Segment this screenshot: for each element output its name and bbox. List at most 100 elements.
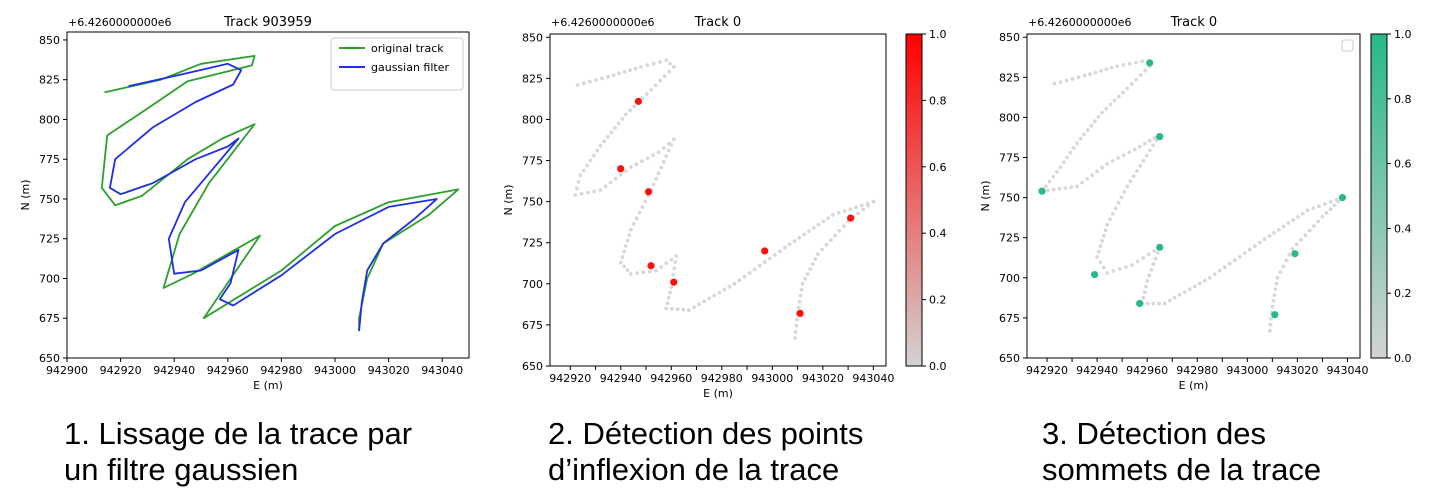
track-point — [656, 150, 661, 155]
track-point — [1085, 177, 1089, 181]
track-point — [1135, 169, 1139, 173]
track-point — [1112, 98, 1117, 103]
track-point — [672, 266, 677, 271]
track-point — [618, 260, 623, 265]
track-point — [631, 222, 636, 226]
track-point — [1212, 272, 1217, 277]
track-point — [1051, 187, 1056, 192]
track-point — [1064, 78, 1069, 83]
track-point — [625, 238, 630, 243]
track-point — [861, 207, 866, 212]
track-point — [573, 193, 578, 198]
y-tick-label: 825 — [522, 72, 543, 85]
track-point — [831, 212, 835, 217]
track-point — [1142, 290, 1147, 295]
colorbar-tick-label: 1.0 — [1394, 28, 1412, 41]
track-point — [859, 203, 864, 208]
track-point — [717, 290, 722, 295]
x-tick-label: 942940 — [153, 364, 195, 377]
track-point — [1296, 215, 1300, 219]
track-point — [664, 306, 669, 311]
track-point — [1312, 224, 1316, 228]
colorbar — [1370, 33, 1388, 359]
track-point — [1090, 173, 1094, 178]
detected-point — [1271, 311, 1279, 319]
track-point — [1145, 301, 1150, 306]
track-point — [578, 173, 583, 178]
detected-point — [617, 165, 625, 173]
track-point — [620, 255, 625, 259]
track-point — [1119, 195, 1124, 200]
track-point — [592, 189, 597, 194]
track-point — [1207, 275, 1212, 280]
track-point — [866, 203, 871, 208]
y-tick-label: 800 — [39, 113, 60, 126]
detected-point — [647, 262, 655, 270]
track-point — [1121, 90, 1125, 95]
track-point — [668, 290, 672, 295]
track-point — [1138, 163, 1143, 168]
track-point — [1147, 138, 1152, 143]
y-tick-label: 800 — [999, 111, 1020, 124]
x-tick-label: 942940 — [1076, 364, 1118, 377]
track-point — [1105, 271, 1109, 275]
track-point — [671, 272, 676, 277]
track-point — [794, 323, 799, 328]
track-point — [783, 245, 787, 250]
track-point — [826, 216, 830, 221]
track-point — [1128, 179, 1133, 184]
track-point — [1071, 146, 1076, 150]
track-point — [1115, 64, 1119, 68]
track-point — [651, 61, 656, 66]
track-point — [651, 182, 656, 187]
track-point — [828, 238, 833, 243]
x-tick-label: 942960 — [207, 364, 249, 377]
track-point — [1052, 81, 1057, 86]
y-tick-label: 825 — [999, 71, 1020, 84]
track-point — [620, 117, 625, 121]
track-point — [595, 148, 600, 153]
series-line-gaussian-filter — [109, 62, 438, 332]
track-point — [1121, 153, 1126, 158]
detected-point — [670, 278, 678, 286]
track-point — [1303, 233, 1308, 238]
track-point — [659, 165, 664, 170]
track-point — [1093, 70, 1098, 75]
track-point — [582, 81, 586, 86]
track-point — [1141, 296, 1146, 300]
legend-label: gaussian filter — [371, 61, 449, 74]
track-point — [1122, 190, 1127, 194]
track-point — [793, 336, 797, 340]
caption-vertices: 3. Détection des sommets de la trace — [1042, 416, 1321, 488]
track-point — [654, 268, 658, 273]
track-point — [787, 242, 792, 247]
track-point — [1101, 265, 1106, 270]
caption-line-2: un filtre gaussien — [64, 452, 299, 487]
track-point — [778, 249, 782, 254]
track-point — [1299, 237, 1303, 242]
track-point — [1127, 150, 1132, 155]
detected-point — [1136, 299, 1144, 308]
track-point — [1076, 75, 1081, 80]
detected-point — [1338, 194, 1347, 202]
track-point — [1089, 123, 1094, 128]
track-point — [1336, 199, 1341, 204]
y-tick-label: 850 — [39, 34, 60, 47]
track-point — [628, 68, 632, 73]
colorbar — [905, 33, 923, 367]
track-point — [1151, 301, 1156, 306]
track-point — [737, 278, 742, 283]
y-tick-label: 675 — [999, 312, 1020, 325]
track-point — [1113, 206, 1118, 211]
track-point — [821, 219, 826, 224]
y-axis-label: N (m) — [19, 179, 32, 210]
track-point — [1269, 316, 1273, 321]
series-line-original-track — [100, 55, 460, 331]
track-point — [1134, 60, 1138, 65]
y-tick-label: 775 — [522, 155, 543, 168]
track-point — [1267, 328, 1272, 333]
colorbar-tick-label: 0.0 — [929, 360, 947, 373]
track-point — [1116, 156, 1120, 161]
track-point — [702, 299, 706, 304]
track-point — [669, 142, 674, 147]
